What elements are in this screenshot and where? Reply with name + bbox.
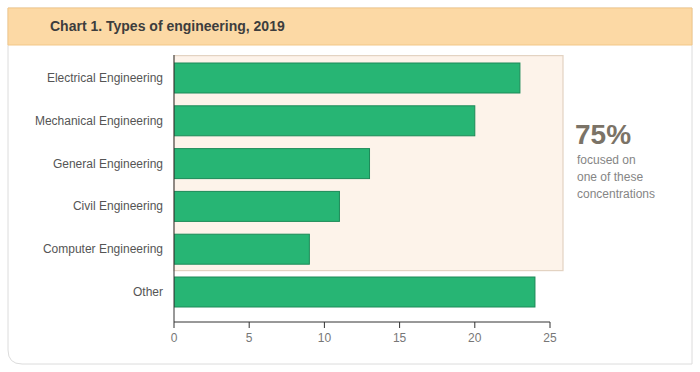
category-label: Civil Engineering bbox=[73, 199, 163, 213]
category-label: Electrical Engineering bbox=[47, 71, 163, 85]
x-tick bbox=[324, 322, 325, 328]
x-tick-label: 10 bbox=[318, 331, 332, 345]
category-label: General Engineering bbox=[53, 157, 163, 171]
x-tick-label: 15 bbox=[393, 331, 407, 345]
annotation-text: focused on bbox=[577, 153, 636, 167]
category-label: Mechanical Engineering bbox=[35, 114, 163, 128]
bar bbox=[174, 149, 370, 179]
annotation-box bbox=[174, 56, 563, 271]
annotation-label: 75% bbox=[575, 119, 631, 150]
x-axis-line bbox=[174, 322, 550, 323]
category-label: Computer Engineering bbox=[43, 242, 163, 256]
x-tick-label: 0 bbox=[171, 331, 178, 345]
y-axis-line bbox=[174, 55, 175, 322]
bar bbox=[174, 106, 475, 136]
bar bbox=[174, 191, 339, 221]
x-tick bbox=[474, 322, 475, 328]
annotation-text: one of these bbox=[577, 170, 643, 184]
x-tick-label: 5 bbox=[246, 331, 253, 345]
x-tick bbox=[174, 322, 175, 328]
category-label: Other bbox=[133, 285, 163, 299]
x-tick-label: 25 bbox=[543, 331, 557, 345]
bars bbox=[174, 63, 535, 307]
header-band bbox=[8, 8, 692, 45]
x-tick-label: 20 bbox=[468, 331, 482, 345]
x-tick bbox=[399, 322, 400, 328]
x-tick bbox=[249, 322, 250, 328]
annotation-text: concentrations bbox=[577, 187, 655, 201]
bar bbox=[174, 63, 520, 93]
bar bbox=[174, 234, 309, 264]
chart-root: Chart 1. Types of engineering, 2019 75% fo… bbox=[0, 0, 700, 372]
x-tick bbox=[550, 322, 551, 328]
bar bbox=[174, 277, 535, 307]
title: Chart 1. Types of engineering, 2019 bbox=[50, 18, 285, 34]
card bbox=[8, 8, 692, 364]
